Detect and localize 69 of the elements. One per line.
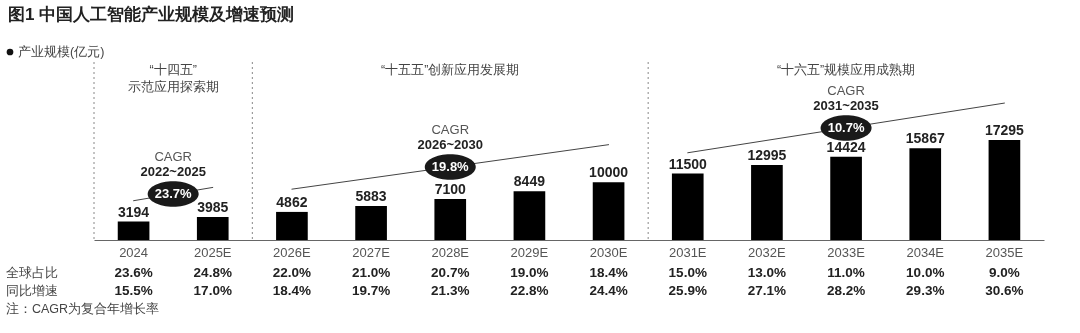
annotation: CAGR 2031~2035 10.7% <box>813 82 879 135</box>
data-label: 17295 <box>984 122 1025 139</box>
x-tick-label: 2034E <box>906 244 945 260</box>
chart-title: 图1 中国人工智能产业规模及增速预测 <box>8 5 295 24</box>
x-tick-label: 2025E <box>193 244 232 260</box>
text: 19.0% <box>510 265 549 280</box>
bar <box>909 148 942 240</box>
bar <box>276 211 308 240</box>
text: 28.2% <box>826 283 866 298</box>
text: 18.4% <box>272 283 312 298</box>
bar <box>513 191 546 240</box>
text: 20.7% <box>431 265 470 280</box>
text: “十六五”规模应用成熟期 <box>776 62 916 77</box>
bar <box>830 156 862 240</box>
y-axis-title: 产业规模(亿元) <box>18 45 105 59</box>
x-tick-label: 2030E <box>589 244 628 260</box>
text: 10.0% <box>906 265 945 280</box>
text: 注：CAGR为复合年增长率 <box>6 301 160 316</box>
text: 24.8% <box>193 265 232 280</box>
annotation: CAGR 2026~2030 19.8% <box>417 121 483 174</box>
text: 30.6% <box>985 283 1024 298</box>
text: 全球占比 <box>6 265 58 280</box>
data-label: 5883 <box>355 188 387 205</box>
text: “十四五” 示范应用探索期 <box>127 63 219 94</box>
x-tick-label: 2031E <box>668 244 707 260</box>
text: 22.8% <box>510 283 549 298</box>
bar <box>592 182 625 240</box>
text: 23.6% <box>114 265 153 280</box>
x-tick-label: 2027E <box>352 244 391 260</box>
x-tick-label: 2035E <box>985 244 1024 260</box>
data-label: 14424 <box>826 138 866 155</box>
text: 9.0% <box>989 265 1020 280</box>
x-tick-label: 2032E <box>748 244 787 260</box>
data-label: 10000 <box>589 164 629 181</box>
text: 24.4% <box>589 283 628 298</box>
text: 11.0% <box>827 265 865 280</box>
text: “十五五”创新应用发展期 <box>381 62 520 77</box>
x-tick-label: 2033E <box>827 244 866 260</box>
text: 21.0% <box>351 265 391 280</box>
bar <box>196 216 229 240</box>
x-tick-label: 2026E <box>273 244 312 260</box>
bar <box>671 173 704 240</box>
data-label: 12995 <box>747 146 787 163</box>
x-tick-label: 2029E <box>510 244 549 260</box>
bar <box>988 140 1021 240</box>
data-label: 15867 <box>905 130 945 147</box>
text: 22.0% <box>272 265 312 280</box>
bar <box>751 164 783 240</box>
data-label: 4862 <box>276 193 308 210</box>
text: 同比增速 <box>6 283 58 298</box>
data-label: 7100 <box>434 180 467 197</box>
text: 19.7% <box>351 283 391 298</box>
text: 29.3% <box>906 283 945 298</box>
text: 25.9% <box>668 283 707 298</box>
x-tick-label: 2024 <box>119 244 149 260</box>
bar <box>355 206 387 240</box>
text: 15.0% <box>668 265 707 280</box>
text: 17.0% <box>193 283 232 298</box>
text: 21.3% <box>431 283 470 298</box>
data-label: 8449 <box>513 173 546 190</box>
bar <box>117 221 150 240</box>
x-tick-label: 2028E <box>431 244 470 260</box>
bar <box>434 198 467 240</box>
data-label: 3194 <box>118 203 150 220</box>
text: 18.4% <box>589 265 628 280</box>
text: 13.0% <box>747 265 787 280</box>
text: 27.1% <box>747 283 787 298</box>
text: 15.5% <box>114 283 153 298</box>
data-label: 11500 <box>668 155 708 172</box>
